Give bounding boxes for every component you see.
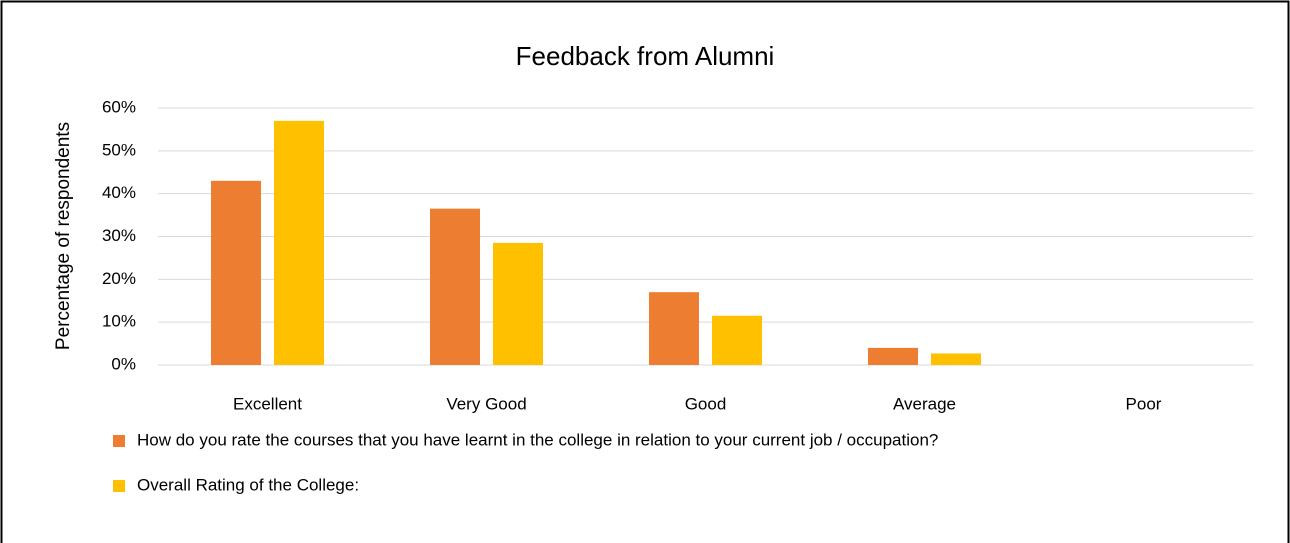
x-tick-label: Poor bbox=[1126, 394, 1162, 413]
bar bbox=[493, 242, 543, 365]
x-tick-label: Very Good bbox=[446, 394, 526, 413]
y-tick-label: 20% bbox=[102, 269, 136, 288]
bar bbox=[931, 353, 981, 365]
bar bbox=[211, 180, 261, 365]
bar bbox=[712, 315, 762, 365]
y-axis-label: Percentage of respondents bbox=[53, 122, 74, 350]
y-tick-label: 40% bbox=[102, 183, 136, 202]
y-tick-label: 10% bbox=[102, 312, 136, 331]
legend-label: Overall Rating of the College: bbox=[137, 475, 359, 494]
y-tick-label: 0% bbox=[111, 354, 136, 373]
y-tick-label: 60% bbox=[102, 97, 136, 116]
legend-label: How do you rate the courses that you hav… bbox=[137, 430, 938, 449]
legend-swatch bbox=[113, 435, 125, 447]
x-tick-label: Good bbox=[685, 394, 727, 413]
bar bbox=[868, 347, 918, 365]
x-tick-label: Average bbox=[893, 394, 956, 413]
bar bbox=[649, 292, 699, 365]
legend-swatch bbox=[113, 480, 125, 492]
chart-title: Feedback from Alumni bbox=[516, 41, 775, 71]
y-tick-label: 50% bbox=[102, 140, 136, 159]
x-tick-label: Excellent bbox=[233, 394, 302, 413]
bar bbox=[274, 120, 324, 365]
y-tick-label: 30% bbox=[102, 226, 136, 245]
bar bbox=[430, 208, 480, 365]
